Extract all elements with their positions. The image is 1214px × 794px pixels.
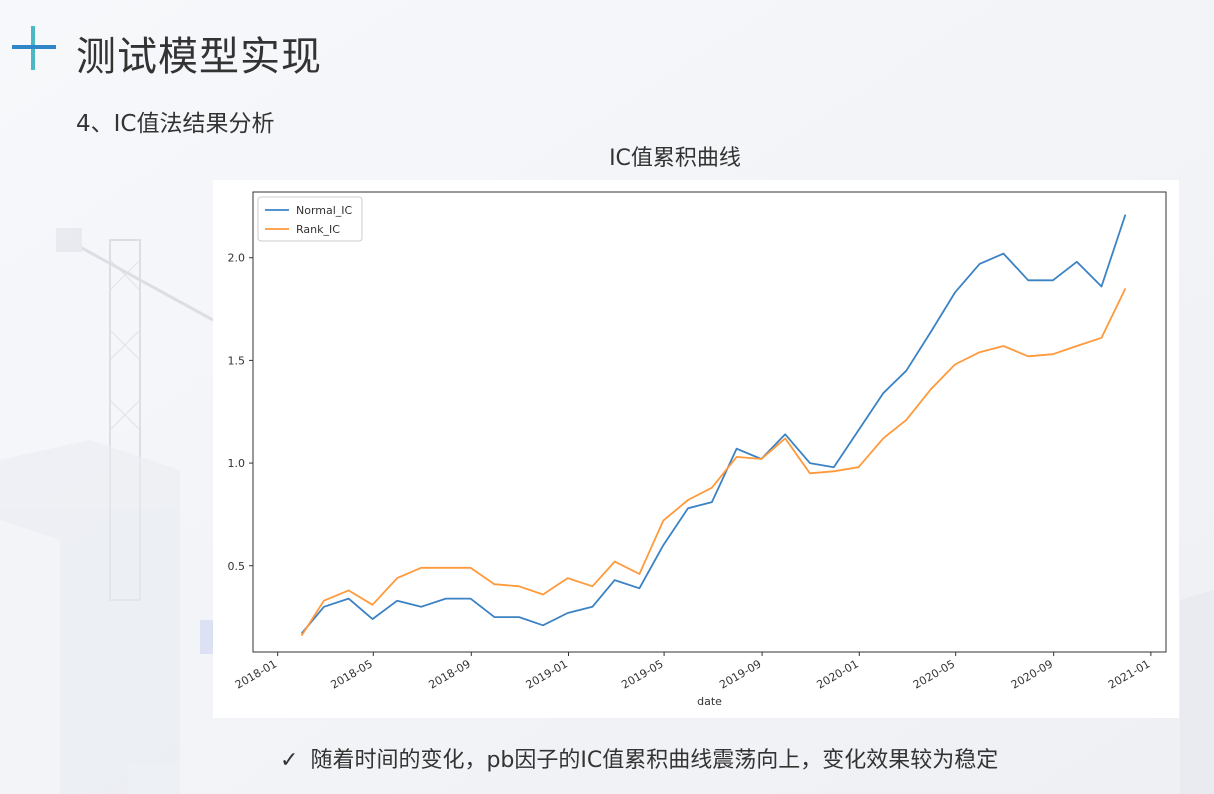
- plot-frame: [252, 191, 1167, 653]
- x-tick-label: 2018-01: [233, 657, 279, 691]
- chart-legend: Normal_IC Rank_IC: [257, 196, 363, 242]
- legend-box: [257, 196, 363, 242]
- check-icon: ✓: [280, 748, 299, 773]
- series-line-normal-ic: [300, 214, 1127, 635]
- right-deco: [1180, 590, 1214, 794]
- ic-cumulative-chart: 0.5 1.0 1.5 2.0 2018-01 2018-05 2018-09 2019-01…: [228, 191, 1167, 708]
- x-tick-label: 2020-01: [814, 657, 860, 691]
- y-tick-label: 2.0: [228, 252, 246, 265]
- y-tick-label: 1.5: [228, 354, 246, 367]
- plus-logo-icon: [12, 26, 56, 70]
- chart-panel: 0.5 1.0 1.5 2.0 2018-01 2018-05 2018-09 2019-01…: [213, 180, 1179, 718]
- x-tick-label: 2019-05: [619, 657, 665, 691]
- legend-label: Rank_IC: [296, 223, 340, 236]
- legend-label: Normal_IC: [296, 204, 353, 217]
- section-subtitle: 4、IC值法结果分析: [76, 111, 275, 137]
- building-illustration: [0, 440, 216, 794]
- x-tick-label: 2018-05: [328, 657, 374, 691]
- conclusion-label: 随着时间的变化，pb因子的IC值累积曲线震荡向上，变化效果较为稳定: [310, 748, 999, 773]
- x-axis-label: date: [697, 695, 722, 708]
- series-line-rank-ic: [300, 288, 1127, 637]
- y-tick-label: 0.5: [228, 560, 246, 573]
- x-tick-label: 2018-09: [426, 657, 472, 691]
- conclusion-text: ✓ 随着时间的变化，pb因子的IC值累积曲线震荡向上，变化效果较为稳定: [280, 742, 998, 774]
- x-tick-label: 2021-01: [1106, 657, 1152, 691]
- page-title: 测试模型实现: [76, 34, 322, 80]
- chart-title: IC值累积曲线: [609, 146, 741, 171]
- x-tick-label: 2020-05: [911, 657, 957, 691]
- x-tick-label: 2019-01: [524, 657, 570, 691]
- y-tick-label: 1.0: [228, 457, 246, 470]
- x-tick-label: 2020-09: [1009, 657, 1055, 691]
- x-tick-label: 2019-09: [717, 657, 763, 691]
